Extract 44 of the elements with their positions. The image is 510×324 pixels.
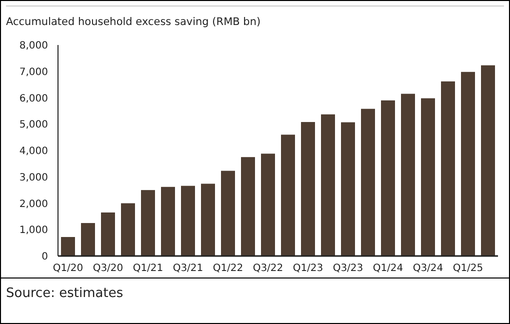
x-tick-label: Q3/23 <box>332 263 364 274</box>
bar <box>321 114 335 256</box>
y-tick-label: 0 <box>42 252 48 262</box>
x-tick-label: Q3/21 <box>172 263 204 274</box>
bar <box>401 94 415 256</box>
bar <box>81 223 95 256</box>
bar <box>341 122 355 256</box>
source-note: Source: estimates <box>6 286 124 301</box>
bar <box>301 122 315 256</box>
bar <box>221 170 235 256</box>
y-tick-label: 6,000 <box>19 93 48 104</box>
bar <box>101 212 115 256</box>
y-tick-label: 1,000 <box>19 225 48 236</box>
y-tick-label: 5,000 <box>19 120 48 131</box>
bar <box>121 203 135 256</box>
bar <box>461 72 475 256</box>
x-tick-label: Q3/24 <box>412 263 444 274</box>
bar <box>201 184 215 256</box>
bar <box>181 186 195 256</box>
bar <box>441 81 455 256</box>
x-tick-label: Q3/20 <box>92 263 124 274</box>
bar <box>361 108 375 256</box>
bar <box>381 100 395 256</box>
bar <box>141 190 155 256</box>
x-tick-label: Q1/24 <box>372 263 404 274</box>
chart-title: Accumulated household excess saving (RMB bn) <box>6 16 261 28</box>
bar <box>61 237 75 256</box>
x-tick-label: Q3/22 <box>252 263 284 274</box>
y-tick-label: 3,000 <box>19 172 48 184</box>
bar <box>481 65 495 256</box>
y-tick-label: 8,000 <box>19 40 48 52</box>
bar <box>421 98 435 256</box>
x-tick-label: Q1/20 <box>52 263 84 274</box>
x-tick-label: Q1/25 <box>452 263 484 274</box>
y-tick-label: 4,000 <box>19 146 48 157</box>
y-tick-label: 7,000 <box>19 66 48 78</box>
x-tick-label: Q1/22 <box>212 263 244 274</box>
y-tick-label: 2,000 <box>19 198 48 210</box>
x-tick-label: Q1/21 <box>132 263 164 274</box>
bar <box>261 154 275 256</box>
bar <box>281 134 295 256</box>
x-tick-label: Q1/23 <box>292 263 324 274</box>
bar <box>161 186 175 256</box>
bar <box>241 157 255 256</box>
